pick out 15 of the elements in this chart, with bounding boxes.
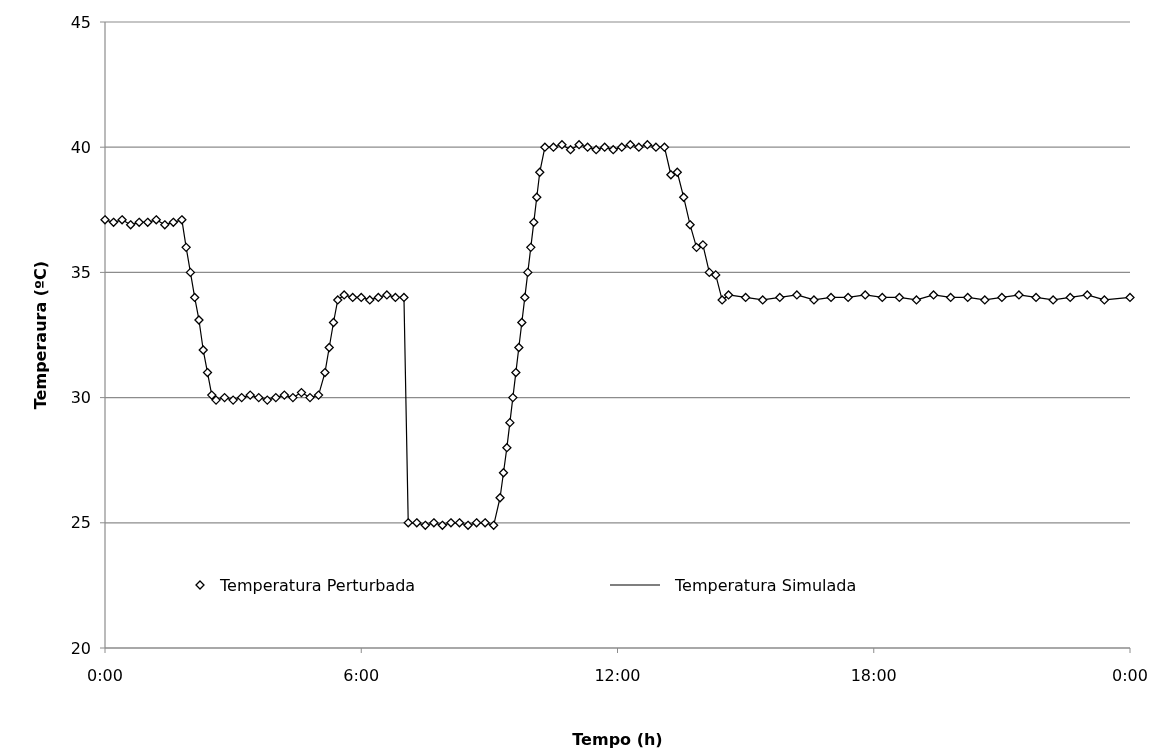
x-axis-title: Tempo (h)	[572, 730, 663, 749]
y-axis-title: Temperaura (ºC)	[31, 260, 50, 410]
y-tick-label: 35	[70, 263, 91, 282]
y-tick-label: 20	[70, 638, 91, 658]
x-tick-label: 0:00	[1112, 666, 1148, 685]
y-tick-label: 40	[70, 137, 91, 157]
x-tick-label: 6:00	[343, 666, 380, 685]
x-tick-label: 18:00	[850, 666, 897, 685]
y-tick-label: 30	[70, 388, 91, 408]
legend-label: Temperatura Perturbada	[219, 575, 416, 595]
legend-label: Temperatura Simulada	[674, 575, 857, 595]
x-tick-label: 0:00	[87, 666, 123, 685]
y-tick-label: 45	[70, 12, 91, 32]
x-tick-label: 12:00	[594, 666, 641, 685]
y-tick-label: 25	[70, 513, 91, 533]
